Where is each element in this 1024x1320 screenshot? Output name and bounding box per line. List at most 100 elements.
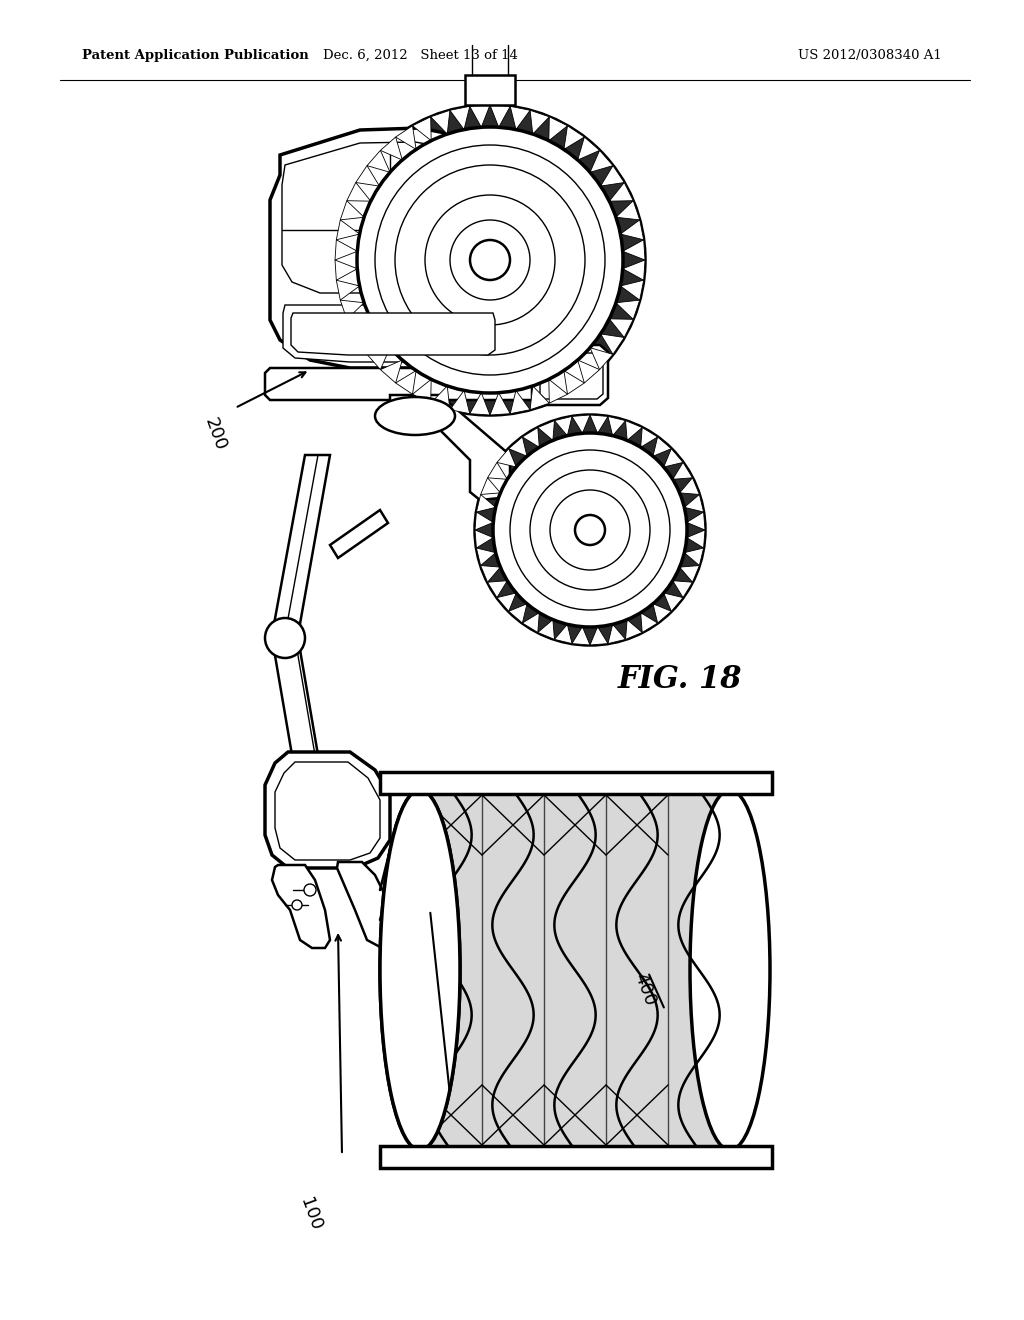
Polygon shape — [475, 531, 494, 548]
Polygon shape — [609, 182, 633, 201]
Polygon shape — [272, 865, 330, 948]
Polygon shape — [340, 300, 365, 319]
Text: Patent Application Publication: Patent Application Publication — [82, 49, 309, 62]
Polygon shape — [390, 395, 510, 500]
Polygon shape — [380, 360, 402, 383]
Polygon shape — [530, 385, 549, 409]
Text: 400: 400 — [631, 970, 659, 1008]
Polygon shape — [530, 111, 549, 135]
Circle shape — [304, 884, 316, 896]
Polygon shape — [380, 137, 402, 160]
Polygon shape — [510, 391, 530, 413]
Text: US 2012/0308340 A1: US 2012/0308340 A1 — [798, 49, 942, 62]
Circle shape — [510, 450, 670, 610]
Polygon shape — [590, 347, 613, 370]
Ellipse shape — [380, 789, 460, 1150]
Polygon shape — [601, 165, 625, 186]
Polygon shape — [673, 581, 692, 598]
Polygon shape — [367, 347, 390, 370]
Polygon shape — [476, 495, 496, 512]
Polygon shape — [497, 593, 516, 611]
Polygon shape — [510, 107, 530, 129]
Polygon shape — [270, 128, 512, 368]
Polygon shape — [626, 619, 642, 639]
Polygon shape — [487, 462, 507, 479]
Polygon shape — [664, 449, 683, 467]
Polygon shape — [572, 627, 590, 645]
Text: 200: 200 — [201, 414, 229, 453]
Polygon shape — [347, 182, 371, 201]
Polygon shape — [538, 619, 554, 639]
Polygon shape — [653, 437, 672, 457]
Polygon shape — [609, 319, 633, 338]
Polygon shape — [680, 565, 699, 582]
Circle shape — [450, 220, 530, 300]
Polygon shape — [684, 548, 703, 565]
Polygon shape — [549, 379, 567, 403]
Polygon shape — [564, 125, 585, 149]
Polygon shape — [476, 548, 496, 565]
Circle shape — [575, 515, 605, 545]
Polygon shape — [413, 116, 431, 141]
Polygon shape — [340, 201, 365, 220]
Circle shape — [530, 470, 650, 590]
Polygon shape — [450, 391, 470, 413]
Polygon shape — [554, 624, 572, 644]
Circle shape — [475, 414, 705, 645]
Polygon shape — [355, 334, 380, 354]
Circle shape — [395, 165, 585, 355]
Bar — [420, 789, 730, 1150]
Circle shape — [493, 433, 687, 627]
Bar — [380, 1146, 772, 1168]
Polygon shape — [673, 462, 692, 479]
Polygon shape — [590, 627, 608, 645]
Polygon shape — [509, 603, 527, 623]
Polygon shape — [367, 150, 390, 173]
Polygon shape — [564, 371, 585, 395]
Polygon shape — [578, 137, 600, 160]
Polygon shape — [431, 385, 450, 409]
Polygon shape — [272, 455, 330, 635]
Ellipse shape — [380, 789, 460, 1150]
Circle shape — [425, 195, 555, 325]
Polygon shape — [549, 116, 567, 141]
Polygon shape — [336, 220, 359, 240]
Polygon shape — [490, 393, 510, 414]
Polygon shape — [623, 240, 645, 260]
Polygon shape — [337, 862, 400, 948]
Bar — [465, 75, 515, 106]
Polygon shape — [680, 478, 699, 495]
Polygon shape — [653, 603, 672, 623]
Text: 100: 100 — [296, 1195, 325, 1233]
Polygon shape — [616, 300, 640, 319]
Circle shape — [265, 618, 305, 657]
Polygon shape — [335, 240, 357, 260]
Polygon shape — [480, 565, 501, 582]
Polygon shape — [395, 125, 416, 149]
Polygon shape — [578, 360, 600, 383]
Polygon shape — [601, 334, 625, 354]
Circle shape — [335, 106, 645, 414]
Polygon shape — [275, 762, 380, 861]
Polygon shape — [265, 368, 560, 400]
Polygon shape — [590, 150, 613, 173]
Polygon shape — [522, 612, 540, 632]
Polygon shape — [664, 593, 683, 611]
Polygon shape — [532, 345, 608, 405]
Polygon shape — [684, 495, 703, 512]
Polygon shape — [641, 428, 657, 447]
Ellipse shape — [375, 397, 455, 436]
Polygon shape — [522, 428, 540, 447]
Polygon shape — [572, 414, 590, 433]
Polygon shape — [538, 421, 554, 441]
Circle shape — [550, 490, 630, 570]
Ellipse shape — [690, 789, 770, 1150]
Polygon shape — [431, 111, 450, 135]
Polygon shape — [497, 449, 516, 467]
Polygon shape — [330, 510, 388, 558]
Polygon shape — [590, 414, 608, 433]
Polygon shape — [687, 512, 705, 531]
Polygon shape — [641, 612, 657, 632]
Circle shape — [357, 127, 623, 393]
Polygon shape — [283, 305, 503, 362]
